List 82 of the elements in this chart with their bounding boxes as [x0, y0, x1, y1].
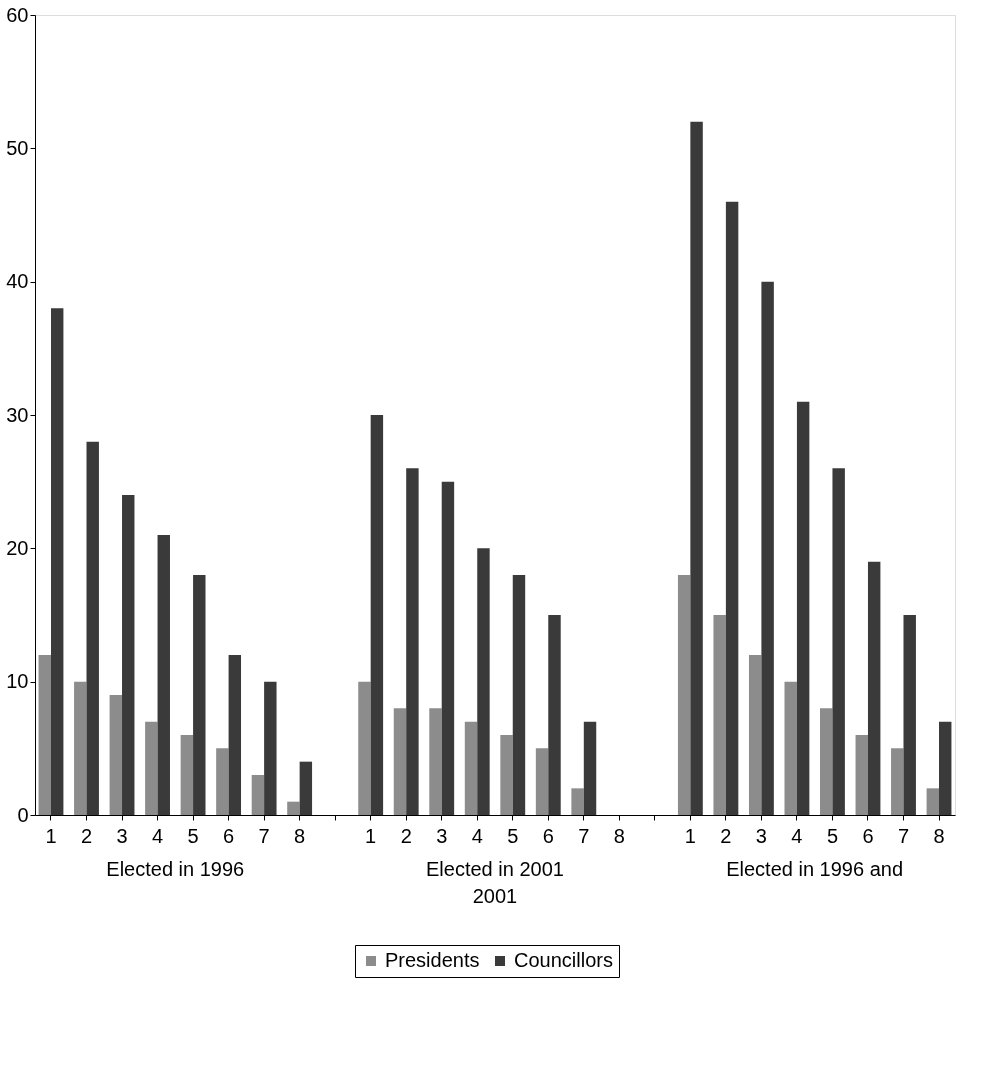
bar [748, 655, 762, 815]
bar [122, 495, 135, 815]
bar [157, 535, 170, 815]
bar [784, 681, 797, 815]
x-tick-label: 7 [897, 824, 910, 847]
bar [251, 775, 265, 815]
x-tick-label: 1 [684, 824, 696, 847]
bar [939, 721, 952, 815]
bar [832, 468, 845, 815]
bar [406, 468, 419, 815]
bar [713, 615, 726, 815]
bar [512, 575, 526, 815]
bar [74, 681, 87, 815]
bar [193, 575, 206, 815]
text: Elected in 1996 and [726, 858, 904, 880]
bar [867, 561, 881, 815]
bar [50, 308, 64, 815]
bar [820, 708, 833, 815]
bar [370, 415, 384, 815]
text: Elected in 2001 2001 [425, 858, 564, 907]
bar [548, 615, 561, 815]
x-tick-label: 2 [80, 824, 93, 847]
bar [287, 801, 300, 815]
x-tick-label: 4 [151, 824, 164, 847]
bar [500, 735, 513, 815]
bar [903, 615, 916, 815]
bar [299, 761, 313, 815]
bar [393, 708, 407, 815]
x-tick-label: 2 [400, 824, 412, 847]
y-tick-label: 0 [17, 803, 29, 826]
x-tick-label: 8 [294, 824, 306, 847]
bar [228, 655, 242, 815]
bar [358, 681, 371, 815]
x-tick-label: 8 [613, 824, 625, 847]
y-tick-label: 50 [6, 136, 29, 159]
bar [690, 121, 703, 815]
x-tick-label: 3 [755, 824, 767, 847]
bar [677, 575, 691, 815]
bar [926, 788, 940, 815]
bar [264, 681, 277, 815]
bar [571, 788, 584, 815]
x-tick-label: 1 [45, 824, 57, 847]
bar [145, 721, 158, 815]
x-tick-label: 3 [116, 824, 128, 847]
bar [583, 721, 597, 815]
bar [796, 401, 810, 815]
y-tick-label: 10 [6, 670, 29, 693]
bar [761, 281, 774, 815]
bar [109, 695, 123, 815]
x-tick-label: 4 [471, 824, 483, 847]
legend-label: Councillors [514, 949, 613, 971]
bar [891, 748, 904, 815]
x-tick-label: 2 [720, 824, 732, 847]
y-tick-label: 60 [6, 3, 29, 26]
x-tick-label: 7 [578, 824, 590, 847]
x-tick-label: 8 [933, 824, 945, 847]
bar [216, 748, 229, 815]
x-tick-label: 4 [791, 824, 803, 847]
y-tick-label: 30 [6, 403, 29, 426]
x-tick-label: 5 [826, 824, 839, 847]
x-tick-label: 5 [507, 824, 519, 847]
bar [464, 721, 478, 815]
x-tick-label: 3 [436, 824, 448, 847]
y-tick-label: 40 [6, 270, 29, 293]
bar [855, 735, 868, 815]
bar [180, 735, 194, 815]
bar [477, 548, 490, 815]
bar [86, 441, 99, 815]
x-tick-label: 5 [187, 824, 199, 847]
text: Elected in 1996 [106, 858, 245, 880]
bar [38, 655, 51, 815]
y-tick-label: 20 [6, 536, 29, 559]
bar [725, 201, 739, 815]
x-tick-label: 7 [258, 824, 270, 847]
legend-label: Presidents [385, 949, 480, 971]
x-tick-label: 6 [862, 824, 874, 847]
bar [535, 748, 549, 815]
x-tick-label: 1 [365, 824, 377, 847]
x-tick-label: 6 [542, 824, 554, 847]
x-tick-label: 6 [223, 824, 235, 847]
bar [429, 708, 442, 815]
bar [441, 481, 455, 815]
